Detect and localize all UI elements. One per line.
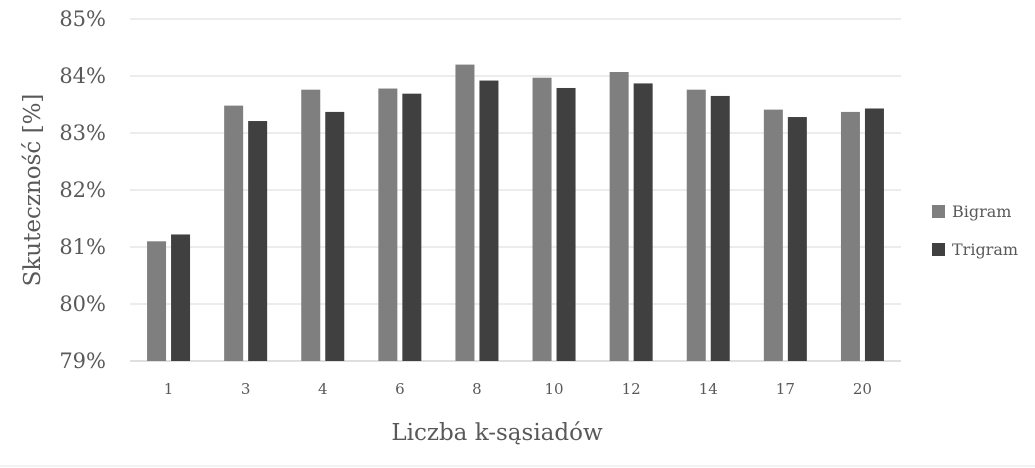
y-axis-title: Skuteczność [%] — [20, 94, 46, 287]
bar-bigram-8 — [455, 64, 475, 361]
x-tick-label: 20 — [853, 380, 872, 398]
x-tick-label: 4 — [318, 380, 328, 398]
bar-bigram-6 — [378, 88, 398, 361]
bar-trigram-6 — [402, 93, 422, 362]
x-tick-label: 10 — [545, 380, 564, 398]
bar-bigram-10 — [532, 77, 552, 362]
y-tick-label: 85% — [59, 7, 106, 31]
gridlines — [130, 18, 901, 362]
x-tick-label: 14 — [699, 380, 718, 398]
bar-bigram-12 — [609, 72, 629, 361]
y-tick-label: 84% — [59, 64, 106, 88]
y-tick-label: 79% — [59, 349, 106, 373]
legend-label-trigram: Trigram — [952, 240, 1018, 259]
bar-trigram-20 — [864, 108, 884, 362]
x-tick-label: 8 — [472, 380, 482, 398]
y-tick-label: 80% — [59, 292, 106, 316]
bar-trigram-17 — [787, 117, 807, 361]
x-tick-label: 3 — [241, 380, 251, 398]
legend: Bigram Trigram — [932, 202, 1018, 259]
x-tick-label: 6 — [395, 380, 405, 398]
legend-swatch-trigram — [932, 243, 945, 256]
legend-label-bigram: Bigram — [952, 202, 1011, 221]
bar-trigram-4 — [325, 111, 345, 361]
bars — [147, 64, 884, 362]
legend-swatch-bigram — [932, 205, 945, 218]
bar-trigram-1 — [171, 234, 191, 361]
bar-trigram-3 — [248, 121, 268, 361]
x-tick-label: 12 — [622, 380, 641, 398]
x-tick-labels: 1 3 4 6 8 10 12 14 17 20 — [164, 380, 872, 398]
bar-bigram-14 — [686, 89, 706, 362]
bar-bigram-4 — [301, 89, 321, 362]
bar-bigram-17 — [763, 109, 783, 361]
bar-trigram-14 — [710, 95, 730, 361]
y-tick-labels: 79% 80% 81% 82% 83% 84% 85% — [59, 7, 106, 373]
y-tick-label: 82% — [59, 178, 106, 202]
bar-trigram-10 — [556, 87, 576, 361]
bar-bigram-3 — [224, 105, 244, 361]
x-axis-title: Liczba k-sąsiadów — [391, 420, 603, 446]
bar-trigram-12 — [633, 83, 653, 361]
bar-trigram-8 — [479, 80, 499, 361]
y-tick-label: 81% — [59, 235, 106, 259]
y-tick-label: 83% — [59, 121, 106, 145]
bar-bigram-20 — [840, 111, 860, 361]
x-tick-label: 17 — [776, 380, 795, 398]
bar-bigram-1 — [147, 241, 167, 361]
x-tick-label: 1 — [164, 380, 174, 398]
